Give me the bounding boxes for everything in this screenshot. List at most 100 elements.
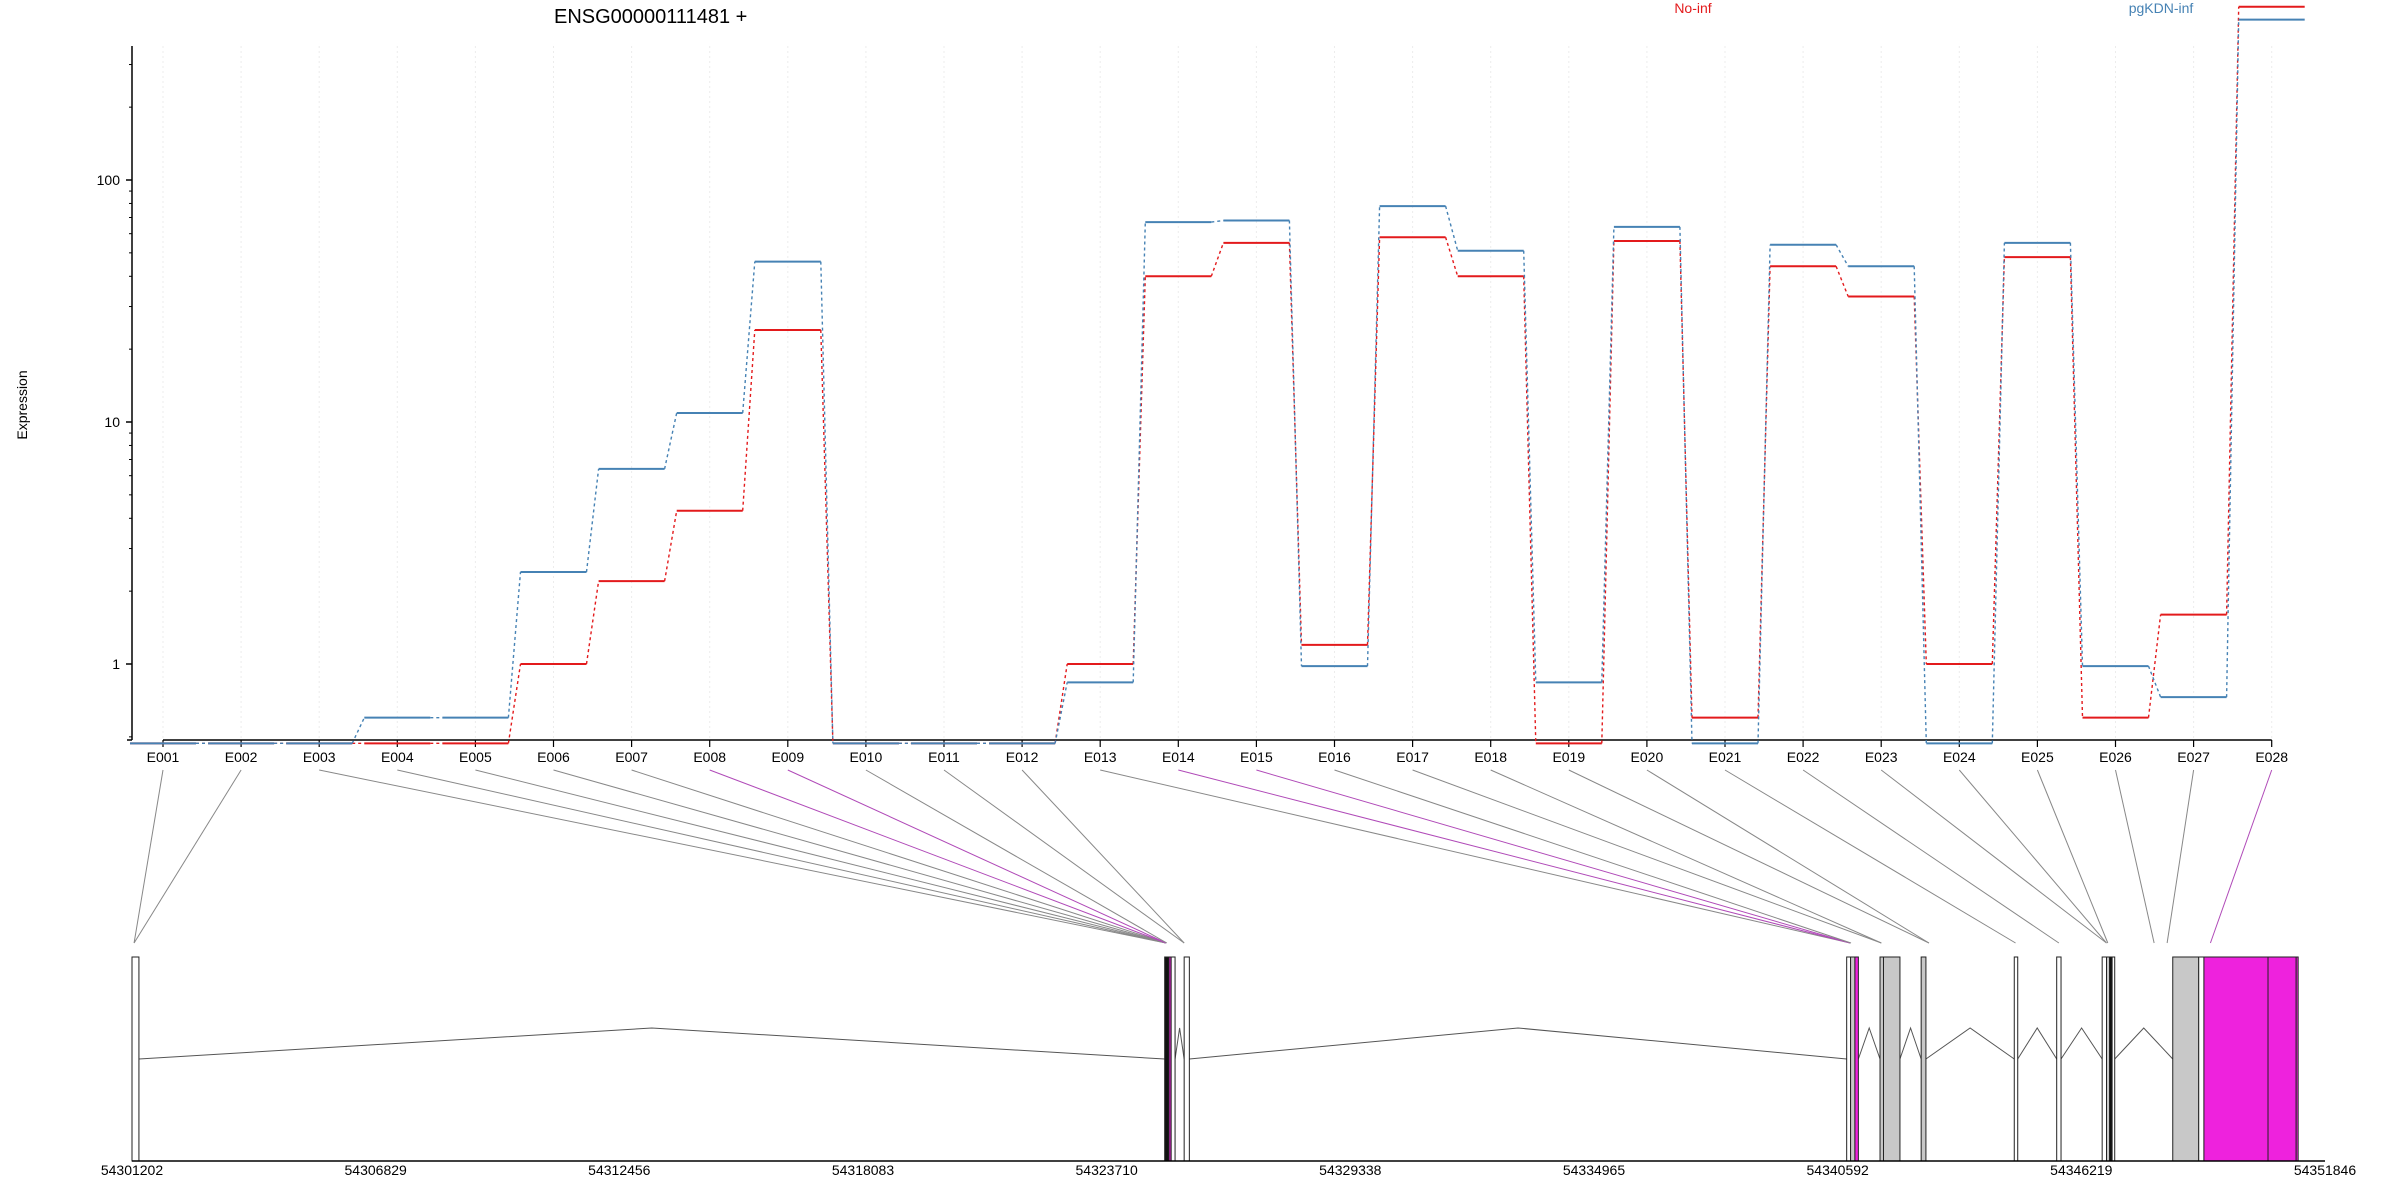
exon-block-2	[1164, 956, 1170, 1162]
x-tick-label-E024: E024	[1943, 749, 1976, 765]
intron-7	[2017, 1027, 2058, 1060]
series-connector	[1366, 206, 1381, 667]
exon-block-20	[2203, 956, 2269, 1162]
x-tick-label-E012: E012	[1006, 749, 1039, 765]
series-connector	[1211, 219, 1224, 223]
series-connector	[1288, 220, 1303, 667]
series-connector	[1523, 276, 1537, 744]
series-connector	[742, 261, 756, 413]
intron-1	[138, 1027, 1165, 1060]
x-tick-label-E015: E015	[1240, 749, 1273, 765]
legend-no-inf: No-inf	[1674, 0, 1711, 16]
series-connector	[663, 412, 678, 470]
series-connector	[585, 468, 600, 573]
connector-E006	[553, 769, 1167, 944]
series-connector	[1835, 266, 1849, 297]
x-tick-label-E006: E006	[537, 749, 570, 765]
connector-E004	[397, 769, 1167, 944]
series-connector	[1366, 237, 1381, 645]
series-connector	[1523, 250, 1537, 683]
exon-block-19	[2198, 956, 2205, 1162]
x-tick-label-E019: E019	[1552, 749, 1585, 765]
connector-E003	[319, 769, 1167, 944]
connector-E025	[2036, 769, 2109, 944]
connector-E023	[1880, 769, 2107, 944]
series-connector	[585, 581, 600, 665]
exon-block-7	[1850, 956, 1856, 1162]
exon-block-21	[2267, 956, 2297, 1162]
x-tick-label-E018: E018	[1474, 749, 1507, 765]
x-tick-label-E008: E008	[693, 749, 726, 765]
connector-E017	[1412, 769, 1882, 944]
connector-E019	[1568, 769, 1930, 944]
connector-E005	[475, 769, 1167, 944]
connector-E013	[1100, 769, 1851, 944]
intron-9	[2114, 1027, 2174, 1060]
connector-E020	[1646, 769, 1930, 944]
series-connector	[1991, 242, 2006, 744]
x-tick-label-E009: E009	[771, 749, 804, 765]
connector-E018	[1490, 769, 1882, 944]
exon-block-1	[131, 956, 140, 1162]
intron-3	[1189, 1027, 1847, 1060]
exon-connector-lines	[133, 769, 2273, 944]
series-connector	[507, 571, 522, 718]
y-axis-label: Expression	[14, 370, 30, 439]
x-tick-label-E020: E020	[1631, 749, 1664, 765]
exon-block-10	[1882, 956, 1901, 1162]
x-tick-label-E014: E014	[1162, 749, 1195, 765]
series-connector	[742, 329, 756, 511]
exon-block-4	[1170, 956, 1176, 1162]
series-connector	[507, 663, 522, 744]
intron-5	[1899, 1026, 1922, 1060]
series-connector	[1757, 244, 1771, 744]
connector-E016	[1334, 769, 1852, 944]
series-connector	[2225, 6, 2240, 615]
connector-E010	[865, 769, 1168, 944]
x-tick-label-E010: E010	[850, 749, 883, 765]
series-connector	[2147, 665, 2162, 698]
coordinate-label: 54318083	[832, 1162, 895, 1178]
series-connector	[1132, 222, 1146, 683]
exon-block-9	[1879, 956, 1884, 1162]
series-connector	[351, 717, 365, 744]
connector-E011	[943, 769, 1185, 944]
y-tick-label-100: 100	[97, 172, 121, 188]
connector-E014	[1178, 769, 1851, 944]
grid-lines	[162, 46, 2273, 740]
x-tick-label-E005: E005	[459, 749, 492, 765]
series-connector	[1444, 205, 1459, 251]
series-connector	[820, 329, 834, 744]
intron-6	[1925, 1027, 2015, 1060]
axes: 1 10 100 E001 E002 E003 E004 E005 E006 E007 E008 E0…	[97, 46, 2288, 765]
exon-block-14	[2101, 956, 2107, 1162]
x-tick-label-E016: E016	[1318, 749, 1351, 765]
connector-E022	[1802, 769, 2060, 944]
genomic-coordinate-axis: 54301202 54306829 54312456 54318083 54323710…	[101, 1160, 2356, 1178]
x-tick-label-E026: E026	[2099, 749, 2132, 765]
coordinate-label: 54301202	[101, 1162, 164, 1178]
x-tick-label-E027: E027	[2177, 749, 2210, 765]
series-connector	[2069, 242, 2084, 667]
series-connector	[1210, 242, 1225, 277]
series-connector	[1288, 242, 1303, 645]
legend-pgkdn-inf: pgKDN-inf	[2129, 0, 2194, 16]
chart-title: ENSG00000111481 +	[554, 6, 747, 28]
x-tick-label-E013: E013	[1084, 749, 1117, 765]
series-connector	[1835, 244, 1849, 267]
x-tick-label-E011: E011	[928, 749, 960, 765]
exon-block-11	[1920, 956, 1927, 1162]
connector-E001	[133, 769, 164, 944]
coordinate-label: 54323710	[1076, 1162, 1139, 1178]
intron-8	[2060, 1027, 2103, 1060]
coordinate-label: 54340592	[1807, 1162, 1870, 1178]
coordinate-label: 54306829	[345, 1162, 408, 1178]
x-tick-label-E007: E007	[615, 749, 648, 765]
coordinate-label: 54329338	[1319, 1162, 1382, 1178]
series-connector	[1679, 226, 1693, 744]
series-connector	[663, 510, 678, 582]
coordinate-label: 54312456	[588, 1162, 651, 1178]
series-connector	[1913, 266, 1927, 744]
connector-E008	[709, 769, 1167, 944]
series-No-inf	[130, 5, 2305, 745]
